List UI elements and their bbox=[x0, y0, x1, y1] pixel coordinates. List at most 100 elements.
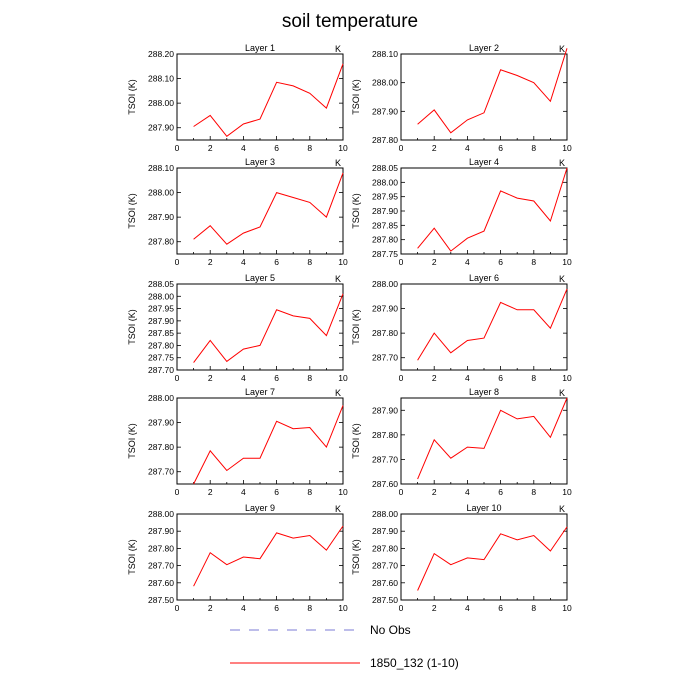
x-tick-label: 0 bbox=[399, 373, 404, 383]
plot-frame bbox=[176, 167, 344, 255]
y-tick-label: 287.85 bbox=[148, 328, 174, 338]
y-axis-label: TSOI (K) bbox=[127, 423, 137, 459]
x-tick-label: 8 bbox=[531, 143, 536, 153]
y-axis-label: TSOI (K) bbox=[351, 539, 361, 575]
x-tick-label: 2 bbox=[208, 143, 213, 153]
x-tick-label: 8 bbox=[531, 487, 536, 497]
x-tick-label: 6 bbox=[498, 373, 503, 383]
x-tick-label: 4 bbox=[465, 143, 470, 153]
y-tick-label: 287.70 bbox=[148, 561, 174, 571]
x-tick-label: 4 bbox=[465, 487, 470, 497]
unit-label: K bbox=[559, 158, 565, 168]
y-tick-label: 287.80 bbox=[148, 442, 174, 452]
x-tick-label: 4 bbox=[465, 603, 470, 613]
y-tick-label: 288.00 bbox=[148, 509, 174, 519]
series-line bbox=[417, 48, 568, 134]
layer-panel-3: 0 2 4 6 8 10 287.80 287.90 288.00 288.10 Layer 3 K T… bbox=[127, 157, 348, 267]
panel-title: Layer 4 bbox=[469, 157, 499, 167]
x-tick-label: 4 bbox=[465, 257, 470, 267]
x-tick-label: 4 bbox=[465, 373, 470, 383]
series-line bbox=[417, 167, 568, 252]
series-line bbox=[193, 293, 344, 363]
x-tick-label: 10 bbox=[338, 143, 348, 153]
layer-panel-7: 0 2 4 6 8 10 287.70 287.80 287.90 288.00 Layer 7 K T… bbox=[127, 387, 348, 497]
y-tick-label: 288.00 bbox=[372, 78, 398, 88]
x-tick-label: 4 bbox=[241, 487, 246, 497]
x-tick-label: 6 bbox=[498, 143, 503, 153]
unit-label: K bbox=[335, 388, 341, 398]
x-tick-label: 10 bbox=[562, 487, 572, 497]
y-axis-label: TSOI (K) bbox=[127, 309, 137, 345]
y-tick-label: 287.80 bbox=[148, 543, 174, 553]
y-tick-label: 287.90 bbox=[372, 106, 398, 116]
layer-panel-2: 0 2 4 6 8 10 287.80 287.90 288.00 288.10 Layer 2 K T… bbox=[351, 43, 572, 153]
y-tick-label: 288.20 bbox=[148, 49, 174, 59]
plot-frame bbox=[400, 283, 568, 371]
x-tick-label: 10 bbox=[562, 143, 572, 153]
y-tick-label: 287.80 bbox=[372, 235, 398, 245]
x-tick-label: 6 bbox=[274, 373, 279, 383]
panel-title: Layer 1 bbox=[245, 43, 275, 53]
y-tick-label: 287.80 bbox=[148, 340, 174, 350]
y-tick-label: 287.90 bbox=[148, 316, 174, 326]
unit-label: K bbox=[335, 504, 341, 514]
y-axis-label: TSOI (K) bbox=[351, 423, 361, 459]
y-tick-label: 287.60 bbox=[148, 578, 174, 588]
y-tick-label: 287.80 bbox=[372, 430, 398, 440]
x-tick-label: 4 bbox=[241, 373, 246, 383]
series-line bbox=[193, 63, 344, 137]
y-tick-label: 287.70 bbox=[148, 365, 174, 375]
y-axis-label: TSOI (K) bbox=[351, 309, 361, 345]
y-tick-label: 287.90 bbox=[148, 123, 174, 133]
panel-title: Layer 10 bbox=[466, 503, 501, 513]
legend: No Obs 1850_132 (1-10) bbox=[230, 623, 459, 670]
layer-panel-1: 0 2 4 6 8 10 287.90 288.00 288.10 288.20 Layer 1 K T… bbox=[127, 43, 348, 153]
y-axis-label: TSOI (K) bbox=[127, 539, 137, 575]
layer-panel-4: 0 2 4 6 8 10 287.75 287.80 287.85 287.90 287.95 288… bbox=[351, 157, 572, 267]
x-tick-label: 0 bbox=[175, 603, 180, 613]
panel-title: Layer 3 bbox=[245, 157, 275, 167]
y-tick-label: 287.70 bbox=[372, 353, 398, 363]
x-tick-label: 10 bbox=[338, 487, 348, 497]
y-tick-label: 288.00 bbox=[372, 509, 398, 519]
y-tick-label: 287.90 bbox=[372, 206, 398, 216]
x-tick-label: 4 bbox=[241, 257, 246, 267]
series-line bbox=[193, 525, 344, 587]
y-tick-label: 287.70 bbox=[372, 454, 398, 464]
legend-label-1: No Obs bbox=[370, 623, 411, 637]
x-tick-label: 2 bbox=[208, 487, 213, 497]
plot-frame bbox=[176, 53, 344, 141]
y-tick-label: 287.60 bbox=[372, 578, 398, 588]
series-line bbox=[193, 172, 344, 245]
y-tick-label: 287.90 bbox=[148, 212, 174, 222]
x-tick-label: 8 bbox=[307, 257, 312, 267]
y-tick-label: 287.75 bbox=[372, 249, 398, 259]
y-axis-label: TSOI (K) bbox=[351, 79, 361, 115]
x-tick-label: 4 bbox=[241, 143, 246, 153]
x-tick-label: 10 bbox=[338, 603, 348, 613]
y-tick-label: 287.90 bbox=[372, 526, 398, 536]
x-tick-label: 0 bbox=[399, 487, 404, 497]
x-tick-label: 0 bbox=[175, 257, 180, 267]
x-tick-label: 2 bbox=[432, 143, 437, 153]
y-tick-label: 288.00 bbox=[148, 393, 174, 403]
x-tick-label: 6 bbox=[274, 143, 279, 153]
y-axis-label: TSOI (K) bbox=[127, 79, 137, 115]
plot-frame bbox=[176, 513, 344, 601]
x-tick-label: 10 bbox=[562, 603, 572, 613]
y-tick-label: 287.95 bbox=[372, 192, 398, 202]
x-tick-label: 6 bbox=[274, 257, 279, 267]
x-tick-label: 2 bbox=[432, 373, 437, 383]
x-tick-label: 2 bbox=[432, 257, 437, 267]
x-tick-label: 2 bbox=[208, 257, 213, 267]
plot-frame bbox=[400, 397, 568, 485]
x-tick-label: 6 bbox=[498, 257, 503, 267]
x-tick-label: 8 bbox=[307, 373, 312, 383]
x-tick-label: 0 bbox=[399, 603, 404, 613]
y-tick-label: 287.95 bbox=[148, 304, 174, 314]
y-tick-label: 288.00 bbox=[148, 291, 174, 301]
x-tick-label: 10 bbox=[338, 257, 348, 267]
x-tick-label: 6 bbox=[274, 487, 279, 497]
y-tick-label: 288.10 bbox=[148, 74, 174, 84]
